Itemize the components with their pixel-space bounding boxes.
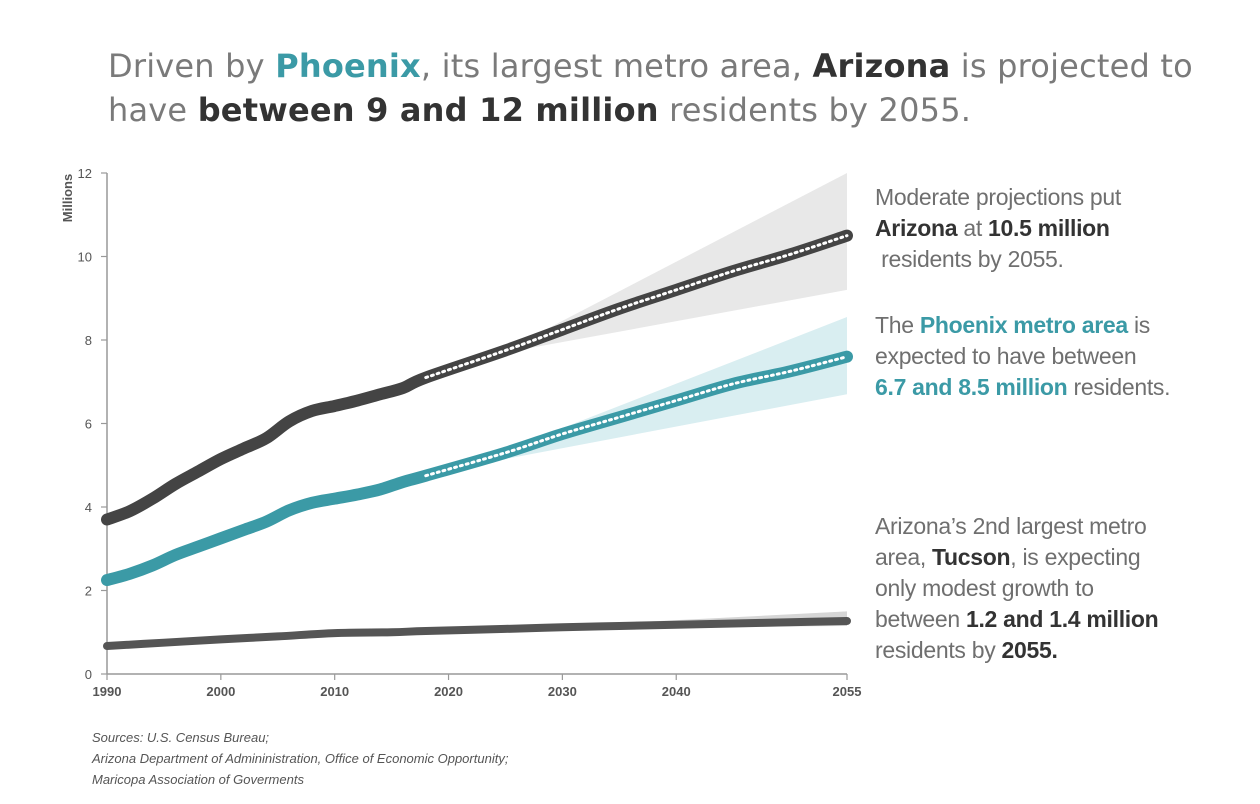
x-tick-label: 1990 [93,684,122,699]
y-tick-label: 4 [85,500,92,515]
tucson-annotation-pre-4: between [875,606,966,632]
y-tick-label: 0 [85,667,92,682]
arizona-annotation: Moderate projections put Arizona at 10.5… [875,182,1121,275]
y-axis-label: Millions [60,174,75,222]
sources-note: Sources: U.S. Census Bureau; Arizona Dep… [92,727,508,790]
title-part-4: residents by 2055. [658,91,972,129]
tucson-annotation-line-5: residents by 2055. [875,635,1158,666]
title-range: between 9 and 12 million [197,91,659,129]
tucson-annotation: Arizona’s 2nd largest metro area, Tucson… [875,511,1159,666]
x-tick-label: 2040 [662,684,691,699]
tucson-annotation-bold-1: Tucson [932,544,1011,570]
title-part-3: is projected to have [108,47,1193,129]
phoenix-annotation: The Phoenix metro area is expected to ha… [875,310,1171,403]
source-line-1: Sources: U.S. Census Bureau; [92,730,270,745]
x-tick-label: 2030 [548,684,577,699]
source-line-2: Arizona Department of Admininistration, … [92,751,509,766]
phoenix-annotation-pre: The [875,312,920,338]
phoenix-annotation-line-2: expected to have between [875,343,1137,369]
arizona-projection-band [505,173,847,353]
tucson-annotation-pre-2: area, [875,544,933,570]
tucson-annotation-bold-2: 1.2 and 1.4 million [965,606,1159,632]
tucson-annotation-line-3: only modest growth to [875,575,1094,601]
tucson-annotation-line-1: Arizona’s 2nd largest metro [875,513,1147,539]
phoenix-annotation-bold-2: 6.7 and 8.5 million [875,374,1068,400]
phoenix-annotation-post-2: residents. [1067,374,1171,400]
tucson-annotation-line-4: between 1.2 and 1.4 million [875,604,1159,635]
tucson-annotation-pre-5: residents by [875,637,1002,663]
x-tick-label: 2020 [434,684,463,699]
y-tick-label: 8 [85,333,92,348]
tucson-line [103,616,851,651]
x-tick-label: 2010 [320,684,349,699]
y-tick-label: 10 [78,250,92,265]
y-tick-label: 6 [85,417,92,432]
arizona-annotation-line-2: Arizona at 10.5 million [875,213,1121,244]
phoenix-metro-area-projection-dots [424,355,849,478]
title-phoenix: Phoenix [275,47,421,85]
tucson-annotation-bold-3: 2055. [1001,637,1058,663]
phoenix-annotation-line-3: 6.7 and 8.5 million residents. [875,372,1171,403]
arizona-annotation-mid: at [957,215,989,241]
y-tick-label: 2 [85,584,92,599]
arizona-projection-dots [424,234,849,380]
chart-title: Driven by Phoenix, its largest metro are… [108,44,1228,132]
arizona-annotation-bold-1: Arizona [875,215,958,241]
phoenix-annotation-line-1: The Phoenix metro area is [875,310,1170,341]
y-tick-label: 12 [78,166,92,181]
tucson-annotation-post-2: , is expecting [1010,544,1141,570]
phoenix-annotation-bold-1: Phoenix metro area [919,312,1128,338]
source-line-3: Maricopa Association of Goverments [92,772,304,787]
phoenix-annotation-post-1: is [1127,312,1151,338]
x-tick-label: 2055 [833,684,862,699]
title-arizona: Arizona [812,47,951,85]
title-part-2: , its largest metro area, [420,47,813,85]
x-tick-label: 2000 [206,684,235,699]
arizona-annotation-line-3: residents by 2055. [875,246,1064,272]
arizona-annotation-line-1: Moderate projections put [875,184,1121,210]
tucson-annotation-line-2: area, Tucson, is expecting [875,542,1158,573]
arizona-annotation-bold-2: 10.5 million [988,215,1110,241]
title-part-1: Driven by [108,47,276,85]
